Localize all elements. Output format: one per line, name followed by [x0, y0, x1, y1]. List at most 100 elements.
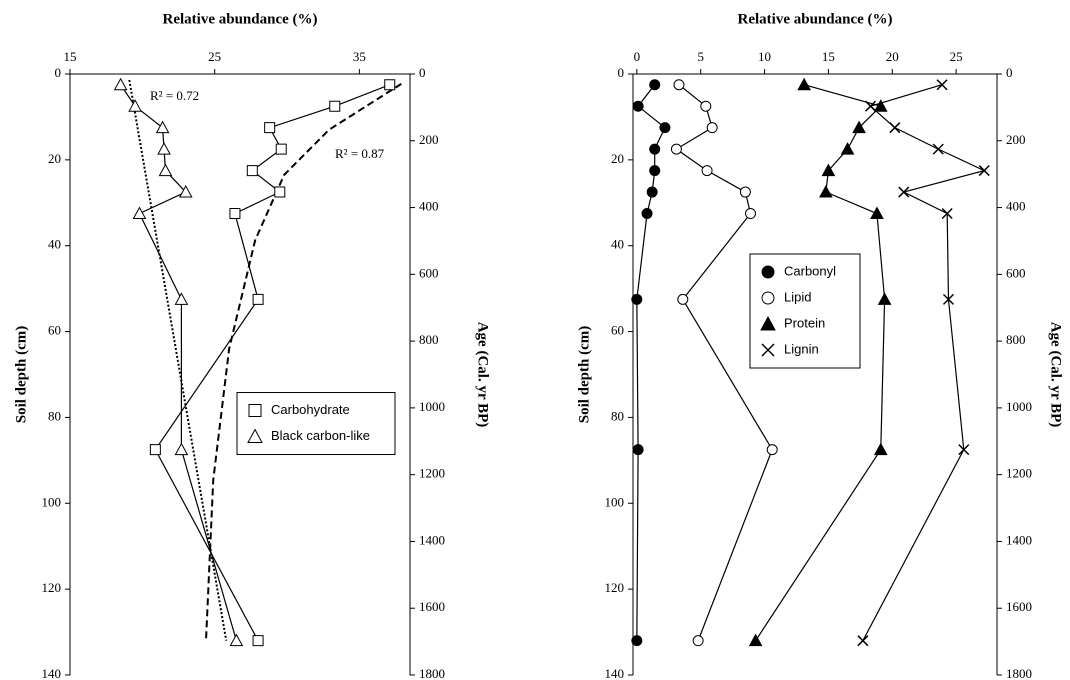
y-tick-label: 60 — [611, 323, 624, 338]
data-point — [641, 208, 653, 220]
y-tick-label: 120 — [605, 580, 625, 595]
y-tick-label: 60 — [48, 323, 61, 338]
data-point — [649, 79, 661, 91]
data-point — [659, 122, 671, 134]
legend-label: Lipid — [784, 289, 811, 304]
series-line — [120, 84, 237, 641]
data-point — [797, 77, 811, 91]
data-point — [157, 142, 171, 155]
y-tick-label: 40 — [48, 237, 61, 252]
legend-label: Protein — [784, 315, 825, 330]
data-point — [766, 444, 778, 456]
data-point — [852, 120, 866, 134]
data-point — [857, 635, 869, 647]
data-point — [870, 206, 884, 220]
y-tick-label: 100 — [605, 494, 625, 509]
data-point — [158, 163, 173, 177]
data-point — [384, 79, 396, 91]
x-tick-label: 15 — [64, 49, 77, 64]
data-point — [706, 122, 718, 134]
series-line — [636, 84, 666, 641]
data-point — [958, 444, 970, 456]
x-tick-label: 25 — [950, 49, 963, 64]
data-point — [252, 635, 264, 647]
x-tick-label: 15 — [822, 49, 835, 64]
data-point — [670, 143, 682, 155]
y2-tick-label: 800 — [419, 332, 439, 347]
y2-tick-label: 1800 — [1006, 666, 1032, 680]
y-tick-label: 140 — [605, 666, 625, 680]
y2-tick-label: 200 — [419, 132, 439, 147]
y2-tick-label: 400 — [1006, 199, 1026, 214]
data-point — [113, 77, 128, 91]
data-point — [649, 143, 661, 155]
y-tick-label: 100 — [42, 494, 62, 509]
data-point — [978, 165, 990, 177]
data-point — [252, 293, 264, 305]
fit-label: R² = 0.87 — [335, 146, 385, 161]
data-point — [748, 633, 763, 647]
data-point — [739, 186, 751, 198]
data-point — [700, 100, 712, 112]
data-point — [701, 165, 713, 177]
data-point — [936, 79, 948, 91]
y2-tick-label: 1000 — [419, 399, 445, 414]
data-point — [174, 442, 189, 456]
y-tick-label: 40 — [611, 237, 624, 252]
x-tick-label: 10 — [758, 49, 771, 64]
y2-tick-label: 1400 — [1006, 532, 1032, 547]
data-point — [646, 186, 658, 198]
data-point — [889, 122, 901, 134]
y2-tick-label: 1600 — [1006, 599, 1032, 614]
y2-tick-label: 0 — [419, 65, 426, 80]
data-point — [632, 100, 644, 112]
y2-tick-label: 1200 — [419, 466, 445, 481]
data-point — [178, 185, 193, 198]
series-line — [154, 84, 390, 641]
axis-title: Age (Cal. yr BP) — [1048, 322, 1064, 428]
series-line — [862, 84, 986, 641]
x-tick-label: 25 — [208, 49, 221, 64]
y2-tick-label: 200 — [1006, 132, 1026, 147]
x-tick-label: 0 — [634, 49, 641, 64]
y2-tick-label: 1200 — [1006, 466, 1032, 481]
data-point — [128, 99, 142, 112]
y-tick-label: 20 — [48, 151, 61, 166]
y-tick-label: 0 — [55, 65, 62, 80]
y-tick-label: 0 — [618, 65, 625, 80]
legend-marker — [761, 343, 775, 357]
data-point — [275, 143, 287, 155]
axis-title: Relative abundance (%) — [738, 11, 893, 27]
data-point — [329, 100, 341, 112]
data-point — [941, 207, 953, 220]
data-point — [840, 142, 855, 155]
fit-line — [128, 79, 228, 641]
axis-title: Age (Cal. yr BP) — [475, 322, 491, 428]
data-point — [692, 635, 704, 647]
y2-tick-label: 0 — [1006, 65, 1013, 80]
y2-tick-label: 1800 — [419, 666, 445, 680]
x-tick-label: 20 — [886, 49, 899, 64]
data-point — [865, 100, 877, 112]
data-point — [877, 292, 892, 305]
data-point — [821, 163, 836, 177]
data-point — [149, 444, 161, 456]
legend-box — [236, 392, 396, 456]
legend-marker — [248, 404, 262, 418]
fit-line — [205, 83, 402, 641]
y-tick-label: 80 — [48, 408, 61, 423]
y2-tick-label: 1400 — [419, 532, 445, 547]
legend-label: Carbonyl — [784, 263, 836, 278]
data-point — [631, 293, 643, 305]
data-point — [274, 186, 286, 198]
data-point — [632, 444, 644, 456]
data-point — [229, 208, 241, 220]
data-point — [132, 206, 147, 220]
legend-marker — [761, 291, 775, 305]
data-point — [264, 122, 276, 134]
y-tick-label: 120 — [42, 580, 62, 595]
y2-tick-label: 600 — [1006, 265, 1026, 280]
axis-title: Soil depth (cm) — [13, 326, 29, 424]
y-tick-label: 140 — [42, 666, 62, 680]
